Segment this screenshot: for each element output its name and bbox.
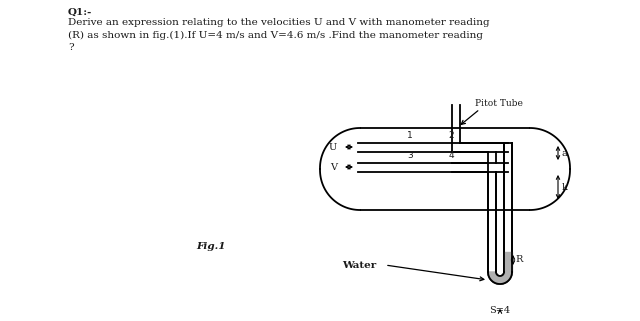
Text: S=4: S=4 xyxy=(490,306,511,315)
Text: k: k xyxy=(562,183,568,192)
Text: Q1:-: Q1:- xyxy=(68,8,92,17)
Text: Water: Water xyxy=(342,261,376,270)
Text: R: R xyxy=(515,256,522,265)
Polygon shape xyxy=(488,272,512,284)
Text: V: V xyxy=(330,162,337,171)
Text: a: a xyxy=(562,149,568,158)
Text: 4: 4 xyxy=(448,151,454,160)
Text: 1: 1 xyxy=(407,131,413,140)
Text: Pitot Tube: Pitot Tube xyxy=(475,99,523,108)
Text: U: U xyxy=(329,143,337,152)
Text: Fig.1: Fig.1 xyxy=(196,242,225,251)
Text: Derive an expression relating to the velocities U and V with manometer reading
(: Derive an expression relating to the vel… xyxy=(68,18,490,52)
Polygon shape xyxy=(504,252,512,272)
Text: 3: 3 xyxy=(407,151,413,160)
Text: 2: 2 xyxy=(448,131,454,140)
